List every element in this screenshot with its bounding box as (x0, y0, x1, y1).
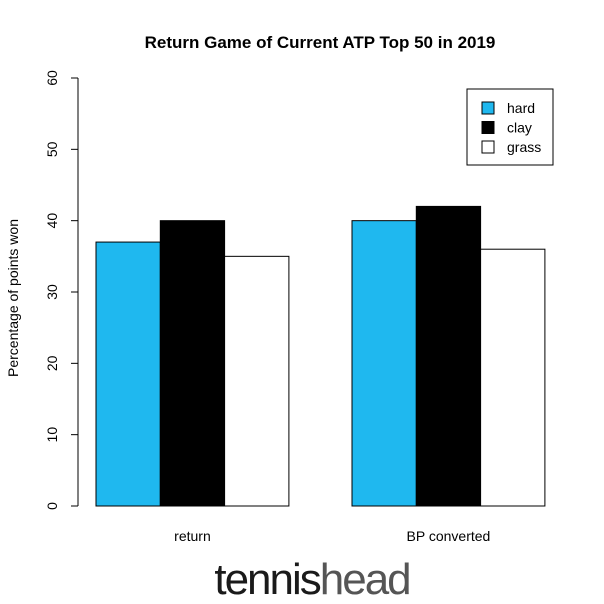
bar-hard-1 (351, 220, 417, 507)
chart-title: Return Game of Current ATP Top 50 in 201… (145, 33, 496, 52)
bar-grass-0 (224, 255, 290, 507)
tennishead-logo: tennishead (214, 555, 409, 604)
y-tick-label: 50 (44, 141, 60, 157)
y-tick-label: 60 (44, 70, 60, 86)
y-tick-label: 20 (44, 355, 60, 371)
legend-label-hard: hard (507, 100, 535, 116)
legend-label-grass: grass (507, 139, 541, 155)
legend-box (466, 88, 554, 166)
y-axis-label: Percentage of points won (5, 219, 21, 377)
category-label: return (174, 528, 211, 544)
bar-hard-0 (95, 241, 161, 507)
bar-clay-1 (415, 205, 482, 507)
y-axis: 0 10 20 30 40 50 60 (44, 70, 79, 510)
legend: hard clay grass (466, 88, 554, 166)
y-tick-label: 30 (44, 284, 60, 300)
logo-part-tennis: tennis (214, 555, 320, 604)
legend-swatch-clay (481, 121, 495, 134)
legend-label-clay: clay (507, 120, 532, 136)
y-tick-label: 40 (44, 213, 60, 229)
legend-swatch-grass (481, 140, 495, 154)
category-labels: return BP converted (174, 528, 490, 544)
y-tick-label: 10 (44, 427, 60, 443)
bar-grass-1 (480, 248, 546, 507)
logo-part-head: head (320, 555, 410, 604)
category-label: BP converted (407, 528, 491, 544)
bar-clay-0 (159, 220, 226, 507)
bars-group (95, 205, 546, 507)
legend-swatch-hard (481, 101, 495, 115)
y-tick-label: 0 (44, 502, 60, 510)
